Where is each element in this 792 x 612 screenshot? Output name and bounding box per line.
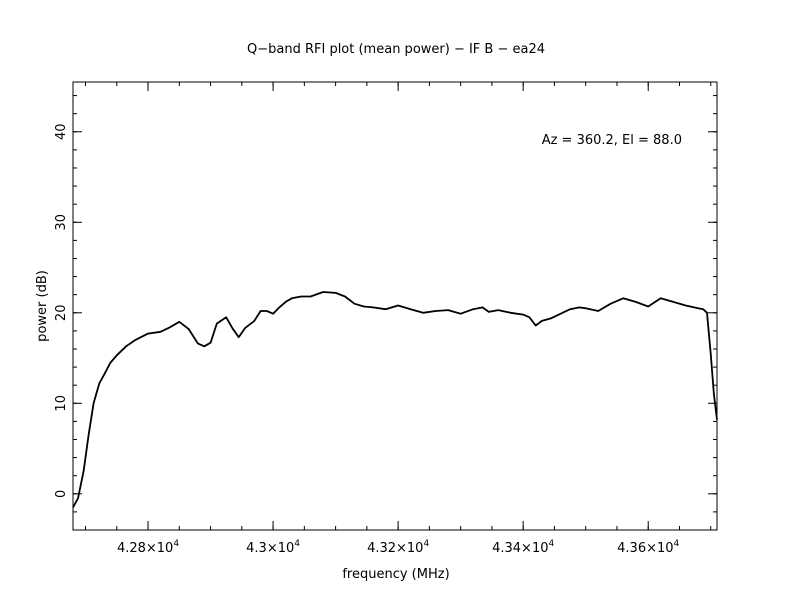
chart-title: Q−band RFI plot (mean power) − IF B − ea… [247,42,545,57]
plot-frame [72,81,718,531]
y-tick-label: 40 [54,124,69,141]
y-tick-label: 0 [54,490,69,498]
power-series-line [72,291,718,508]
x-tick-label: 4.34×104 [492,539,554,556]
y-tick-label: 10 [54,395,69,412]
az-el-annotation: Az = 360.2, El = 88.0 [542,133,682,148]
series-layer [72,291,718,508]
x-tick-label: 4.32×104 [367,539,429,556]
x-axis-label: frequency (MHz) [342,567,449,582]
y-tick-label: 20 [54,305,69,322]
major-ticks [73,82,717,530]
tick-labels: 4.28×104 4.3×104 4.32×104 4.34×104 4.36×104 0… [54,124,680,556]
x-tick-label: 4.36×104 [617,539,679,556]
y-axis-label: power (dB) [35,270,50,342]
x-tick-label: 4.28×104 [117,539,179,556]
y-tick-label: 30 [54,214,69,231]
x-tick-label: 4.3×104 [246,539,300,556]
